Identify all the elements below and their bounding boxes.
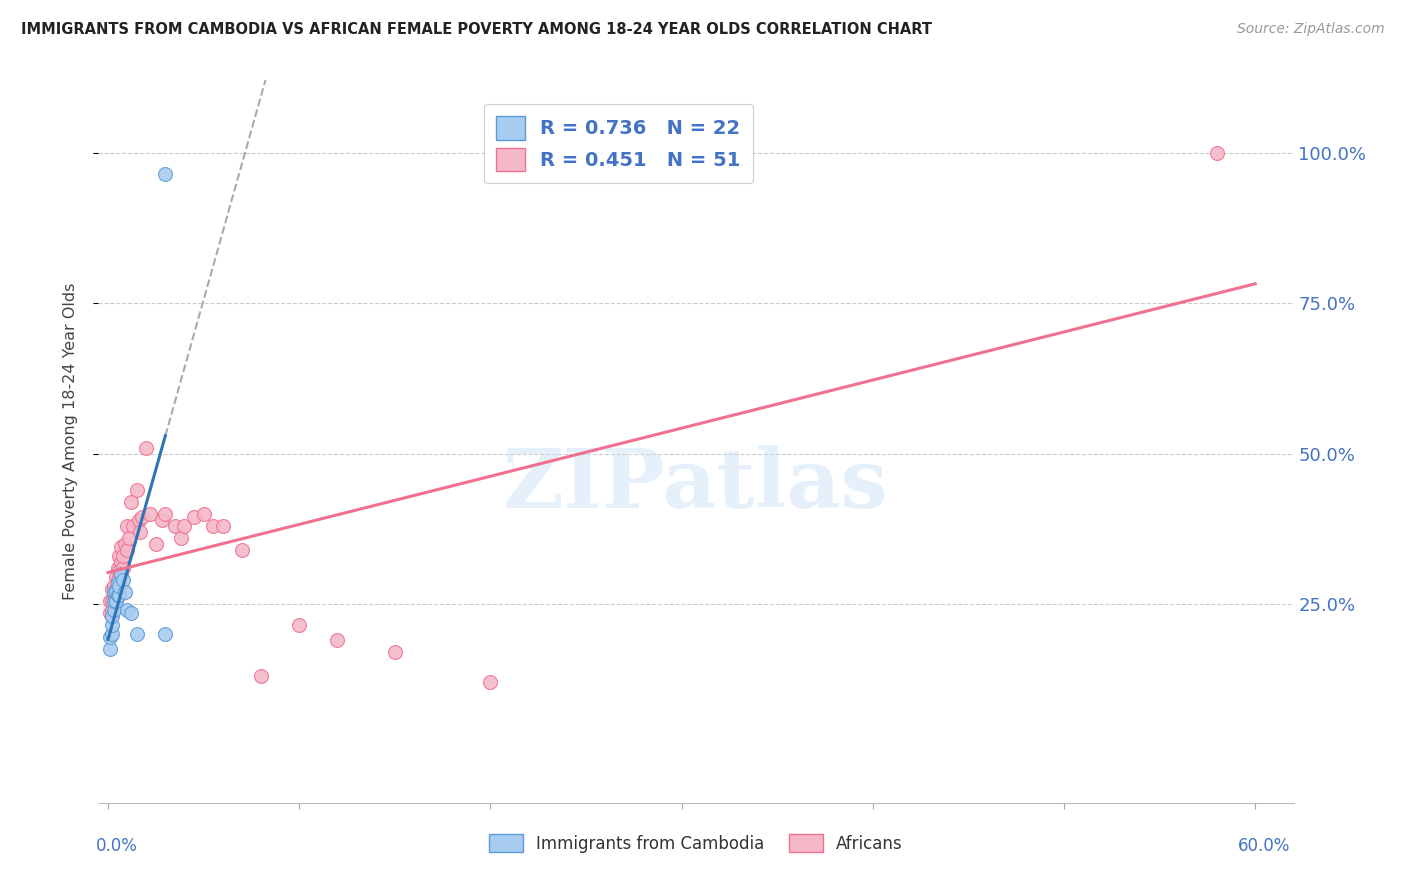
- Point: [103, 585, 125, 599]
- Point: [120, 606, 142, 620]
- Point: [155, 627, 177, 641]
- Point: [288, 618, 311, 632]
- Legend: Immigrants from Cambodia, Africans: Immigrants from Cambodia, Africans: [482, 828, 910, 860]
- Point: [131, 509, 153, 524]
- Text: 60.0%: 60.0%: [1239, 837, 1291, 855]
- Point: [193, 507, 215, 521]
- Point: [101, 603, 124, 617]
- Point: [173, 519, 195, 533]
- Point: [112, 549, 135, 563]
- Point: [169, 531, 191, 545]
- Point: [114, 537, 136, 551]
- Point: [202, 519, 225, 533]
- Point: [104, 585, 127, 599]
- Point: [98, 630, 121, 644]
- Point: [250, 669, 273, 683]
- Point: [104, 594, 127, 608]
- Point: [115, 603, 138, 617]
- Point: [101, 609, 124, 624]
- Point: [101, 594, 124, 608]
- Point: [183, 509, 205, 524]
- Point: [145, 537, 167, 551]
- Point: [103, 594, 125, 608]
- Point: [163, 519, 186, 533]
- Point: [115, 542, 138, 557]
- Point: [103, 579, 125, 593]
- Point: [108, 588, 131, 602]
- Point: [112, 561, 135, 575]
- Point: [103, 585, 125, 599]
- Point: [108, 564, 131, 578]
- Point: [108, 579, 131, 593]
- Point: [101, 618, 124, 632]
- Point: [108, 576, 131, 591]
- Point: [139, 507, 162, 521]
- Point: [211, 519, 233, 533]
- Point: [98, 594, 121, 608]
- Point: [107, 561, 129, 575]
- Point: [108, 549, 131, 563]
- Y-axis label: Female Poverty Among 18-24 Year Olds: Female Poverty Among 18-24 Year Olds: [63, 283, 77, 600]
- Point: [98, 606, 121, 620]
- Point: [231, 542, 253, 557]
- Point: [107, 588, 129, 602]
- Point: [155, 507, 177, 521]
- Point: [115, 519, 138, 533]
- Point: [120, 494, 142, 508]
- Point: [479, 675, 502, 690]
- Point: [112, 573, 135, 587]
- Text: ZIPatlas: ZIPatlas: [503, 445, 889, 524]
- Point: [110, 567, 132, 582]
- Point: [150, 513, 173, 527]
- Point: [121, 519, 143, 533]
- Point: [110, 555, 132, 569]
- Text: IMMIGRANTS FROM CAMBODIA VS AFRICAN FEMALE POVERTY AMONG 18-24 YEAR OLDS CORRELA: IMMIGRANTS FROM CAMBODIA VS AFRICAN FEMA…: [21, 22, 932, 37]
- Point: [114, 585, 136, 599]
- Text: Source: ZipAtlas.com: Source: ZipAtlas.com: [1237, 22, 1385, 37]
- Point: [104, 582, 127, 596]
- Point: [98, 642, 121, 657]
- Point: [129, 524, 152, 539]
- Point: [107, 585, 129, 599]
- Point: [135, 441, 157, 455]
- Point: [104, 570, 127, 584]
- Point: [155, 167, 177, 181]
- Point: [128, 513, 150, 527]
- Point: [110, 567, 132, 582]
- Point: [103, 603, 125, 617]
- Point: [104, 591, 127, 606]
- Point: [326, 633, 349, 648]
- Text: 0.0%: 0.0%: [96, 837, 138, 855]
- Point: [118, 531, 141, 545]
- Point: [107, 576, 129, 591]
- Point: [110, 540, 132, 554]
- Point: [103, 594, 125, 608]
- Point: [101, 627, 124, 641]
- Point: [125, 627, 148, 641]
- Point: [125, 483, 148, 497]
- Point: [107, 573, 129, 587]
- Point: [1206, 145, 1229, 160]
- Point: [384, 645, 406, 659]
- Point: [101, 582, 124, 596]
